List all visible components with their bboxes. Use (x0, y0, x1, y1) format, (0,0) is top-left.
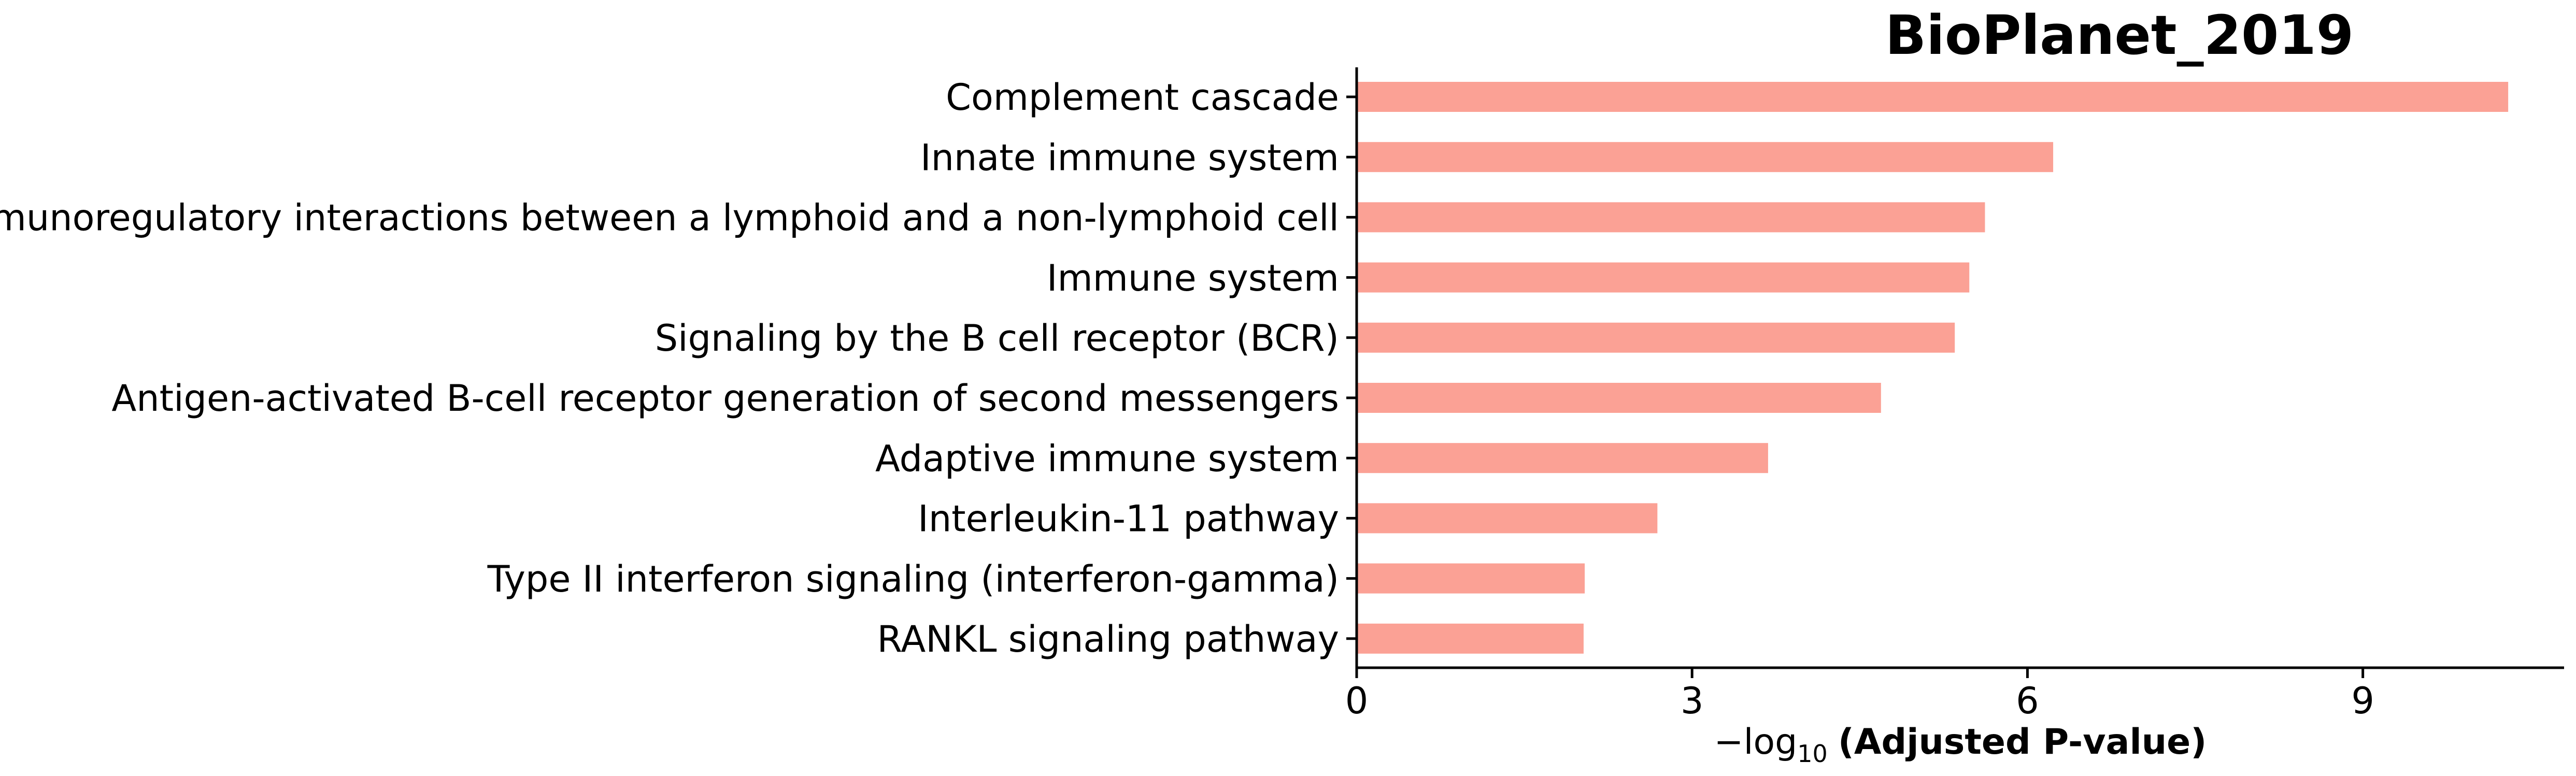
bar-4 (1357, 322, 1955, 353)
bar-8 (1357, 563, 1585, 594)
x-axis-label-main: (Adjusted P-value) (1838, 722, 2207, 763)
bar-0 (1357, 82, 2509, 112)
category-label-0: Complement cascade (946, 76, 1339, 119)
bar-9 (1357, 623, 1584, 654)
category-label-1: Innate immune system (920, 136, 1339, 179)
category-label-9: RANKL signaling pathway (877, 618, 1339, 660)
x-tick-label-3: 9 (2351, 680, 2374, 722)
x-axis-ticks: 0 3 6 9 (1345, 668, 2374, 722)
category-label-5: Antigen-activated B-cell receptor genera… (111, 377, 1339, 420)
x-axis-label-prefix: −log (1714, 722, 1798, 763)
bar-3 (1357, 262, 1970, 293)
bar-1 (1357, 142, 2054, 173)
category-label-7: Interleukin-11 pathway (918, 498, 1339, 540)
x-axis-label: −log10 (Adjusted P-value) (1714, 722, 2207, 768)
x-tick-label-2: 6 (2016, 680, 2039, 722)
x-tick-label-1: 3 (1681, 680, 1704, 722)
bar-2 (1357, 202, 1985, 233)
category-label-8: Type II interferon signaling (interferon… (487, 558, 1339, 600)
category-label-4: Signaling by the B cell receptor (BCR) (655, 317, 1339, 360)
chart-title: BioPlanet_2019 (1885, 4, 2354, 67)
category-label-6: Adaptive immune system (875, 437, 1339, 480)
x-axis-label-subscript: 10 (1797, 740, 1828, 768)
bar-5 (1357, 383, 1881, 413)
x-tick-label-0: 0 (1345, 680, 1369, 722)
bar-6 (1357, 443, 1768, 473)
category-label-3: Immune system (1047, 257, 1339, 299)
bar-7 (1357, 503, 1658, 534)
category-labels: Complement cascade Innate immune system Im… (0, 76, 1357, 660)
bars-group (1357, 82, 2509, 654)
category-label-2: Immunoregulatory interactions between a … (0, 197, 1339, 239)
